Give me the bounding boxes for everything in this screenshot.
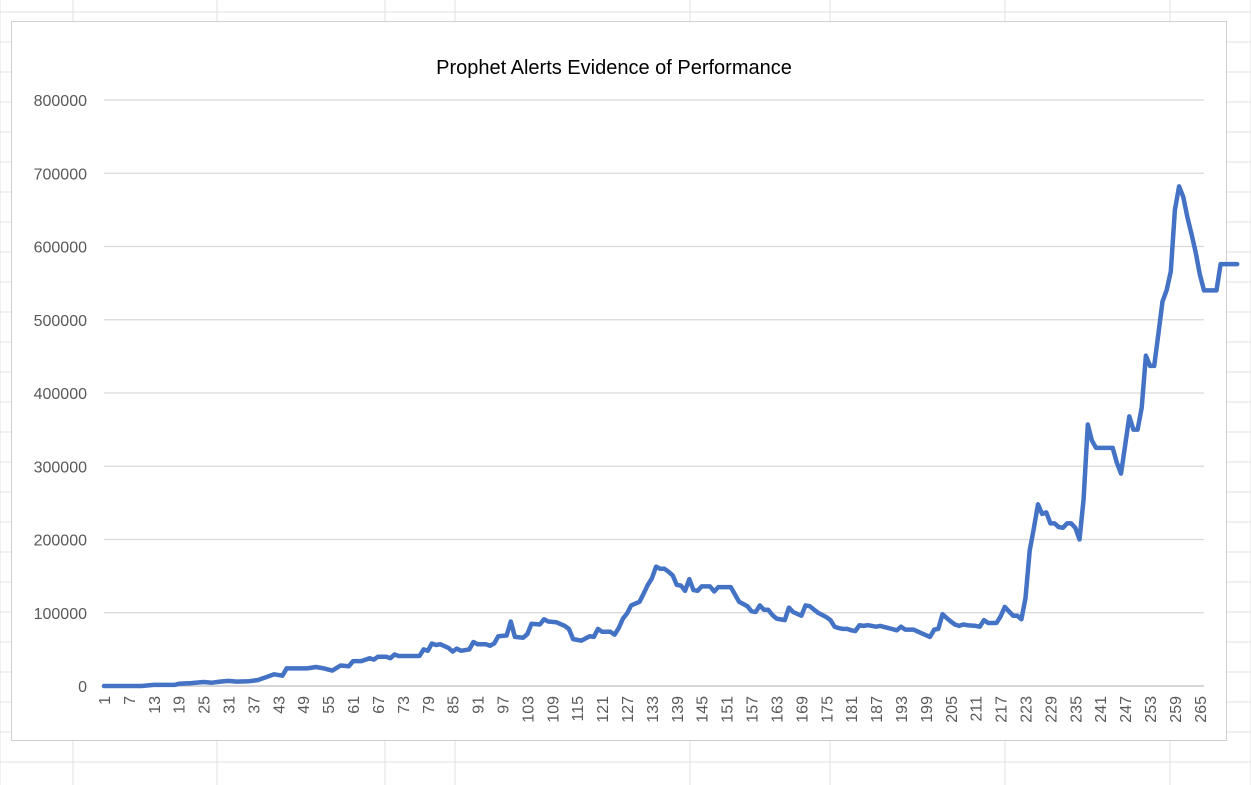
y-tick-label: 0 <box>78 679 87 696</box>
x-tick-label: 7 <box>122 696 139 705</box>
x-tick-label: 151 <box>720 696 737 723</box>
x-tick-label: 247 <box>1118 696 1135 723</box>
y-tick-label: 500000 <box>34 313 87 330</box>
y-tick-label: 300000 <box>34 459 87 476</box>
x-tick-label: 43 <box>271 696 288 714</box>
x-tick-label: 49 <box>296 696 313 714</box>
x-tick-label: 31 <box>222 696 239 714</box>
x-tick-label: 223 <box>1019 696 1036 723</box>
series-layer <box>101 184 1240 689</box>
x-tick-label: 193 <box>894 696 911 723</box>
x-tick-label: 217 <box>994 696 1011 723</box>
x-tick-label: 241 <box>1093 696 1110 723</box>
x-tick-label: 61 <box>346 696 363 714</box>
x-tick-label: 1 <box>97 696 114 705</box>
series-line <box>101 184 1240 689</box>
chart-area[interactable] <box>11 21 1227 741</box>
x-tick-label: 13 <box>147 696 164 714</box>
x-tick-label: 85 <box>446 696 463 714</box>
y-tick-label: 800000 <box>34 93 87 110</box>
x-tick-label: 187 <box>869 696 886 723</box>
x-tick-label: 253 <box>1143 696 1160 723</box>
y-tick-label: 700000 <box>34 166 87 183</box>
x-tick-label: 91 <box>471 696 488 714</box>
x-tick-label: 19 <box>172 696 189 714</box>
x-tick-label: 157 <box>745 696 762 723</box>
x-tick-label: 97 <box>495 696 512 714</box>
y-tick-label: 100000 <box>34 606 87 623</box>
chart-gridlines <box>104 99 1204 687</box>
x-tick-label: 181 <box>844 696 861 723</box>
x-tick-label: 133 <box>645 696 662 723</box>
x-tick-label: 67 <box>371 696 388 714</box>
y-tick-label: 200000 <box>34 533 87 550</box>
x-axis-tick-labels: 1 7 13 19 25 31 37 43 49 55 61 67 73 79 85 91 97 103 109 11… <box>97 696 1210 723</box>
x-tick-label: 103 <box>520 696 537 723</box>
x-tick-label: 211 <box>969 696 986 722</box>
x-tick-label: 229 <box>1043 696 1060 723</box>
x-tick-label: 145 <box>695 696 712 723</box>
y-tick-label: 600000 <box>34 240 87 257</box>
x-tick-label: 37 <box>246 696 263 714</box>
x-tick-label: 127 <box>620 696 637 723</box>
x-tick-label: 115 <box>570 696 587 722</box>
x-tick-label: 259 <box>1168 696 1185 723</box>
x-tick-label: 205 <box>944 696 961 723</box>
x-tick-label: 55 <box>321 696 338 714</box>
x-tick-label: 175 <box>819 696 836 723</box>
x-tick-label: 199 <box>919 696 936 723</box>
x-tick-label: 109 <box>545 696 562 723</box>
x-tick-label: 121 <box>595 696 612 723</box>
x-tick-label: 139 <box>670 696 687 723</box>
chart-title: Prophet Alerts Evidence of Performance <box>436 57 792 79</box>
y-axis-tick-labels: 0 100000 200000 300000 400000 500000 600000 700… <box>34 93 87 696</box>
y-tick-label: 400000 <box>34 386 87 403</box>
x-tick-label: 163 <box>769 696 786 723</box>
x-tick-label: 79 <box>421 696 438 714</box>
x-tick-label: 235 <box>1068 696 1085 723</box>
x-tick-label: 169 <box>794 696 811 723</box>
x-tick-label: 265 <box>1193 696 1210 723</box>
x-tick-label: 25 <box>197 696 214 714</box>
x-tick-label: 73 <box>396 696 413 714</box>
